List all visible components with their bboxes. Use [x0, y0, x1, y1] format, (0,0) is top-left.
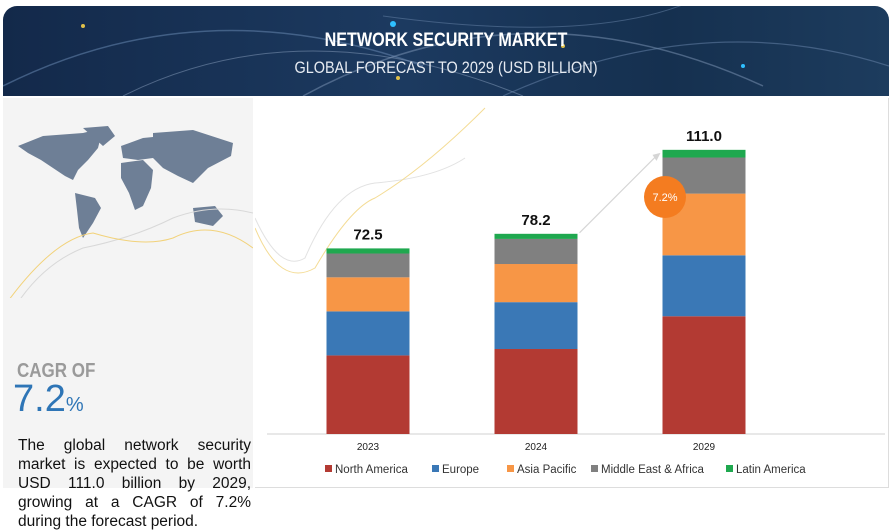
total-label: 111.0 — [686, 128, 722, 145]
cagr-bubble — [644, 176, 686, 218]
legend-item: Middle East & Africa — [591, 464, 705, 476]
cagr-label: CAGR OF — [17, 360, 96, 382]
chart-subtitle: GLOBAL FORECAST TO 2029 (USD BILLION) — [294, 58, 598, 77]
legend-label: Latin America — [736, 464, 806, 476]
bar-segment-middle-east-africa — [326, 253, 410, 278]
growth-arrow — [579, 153, 659, 234]
bar-segment-europe — [326, 311, 410, 356]
legend-item: Asia Pacific — [507, 464, 577, 476]
chart-panel: 72.5 2023 78.2 2024 111.0 2029 7.2% North Ameri… — [255, 98, 889, 488]
summary-panel: CAGR OF 7.2% The global network security… — [3, 98, 253, 530]
legend-swatch — [432, 465, 439, 472]
bar-segment-latin-america — [326, 248, 410, 254]
legend-label: Asia Pacific — [517, 464, 577, 476]
bar-segment-north-america — [326, 355, 410, 434]
legend-swatch — [591, 465, 598, 472]
legend-swatch — [726, 465, 733, 472]
bar-segment-europe — [494, 302, 578, 350]
decor-curve — [255, 107, 486, 274]
legend-item: Latin America — [726, 464, 806, 476]
legend-item: Europe — [432, 464, 479, 476]
decor-curve — [255, 157, 466, 262]
total-label: 78.2 — [521, 212, 550, 229]
x-tick-label: 2023 — [357, 442, 380, 453]
chart-title: NETWORK SECURITY MARKET — [324, 30, 568, 51]
header-banner: NETWORK SECURITY MARKET GLOBAL FORECAST … — [3, 6, 889, 96]
legend-swatch — [325, 465, 332, 472]
cagr-value: 7.2% — [13, 378, 84, 421]
bar-segment-north-america — [662, 316, 746, 434]
bar-segment-middle-east-africa — [494, 238, 578, 265]
bar-segment-asia-pacific — [326, 277, 410, 312]
total-label: 72.5 — [353, 226, 382, 243]
market-description: The global network security market is ex… — [18, 437, 251, 530]
bar-segment-north-america — [494, 349, 578, 434]
stacked-bar-chart: 72.5 2023 78.2 2024 111.0 2029 7.2% North Ameri… — [255, 107, 885, 476]
bar-segment-latin-america — [494, 233, 578, 239]
cagr-bubble-label: 7.2% — [652, 192, 677, 204]
x-tick-label: 2024 — [525, 442, 548, 453]
bar-segment-asia-pacific — [494, 264, 578, 303]
cagr-number: 7.2 — [13, 378, 66, 420]
legend-swatch — [507, 465, 514, 472]
arrow-head-icon — [652, 152, 661, 161]
x-tick-label: 2029 — [693, 442, 716, 453]
legend-label: Middle East & Africa — [601, 464, 705, 476]
legend-label: Europe — [442, 464, 479, 476]
cagr-unit: % — [65, 394, 84, 416]
bar-segment-latin-america — [662, 149, 746, 158]
bar-segment-europe — [662, 255, 746, 317]
network-lines-decoration — [3, 6, 889, 96]
legend-item: North America — [325, 464, 408, 476]
legend-label: North America — [335, 464, 408, 476]
world-map-icon — [9, 126, 253, 298]
